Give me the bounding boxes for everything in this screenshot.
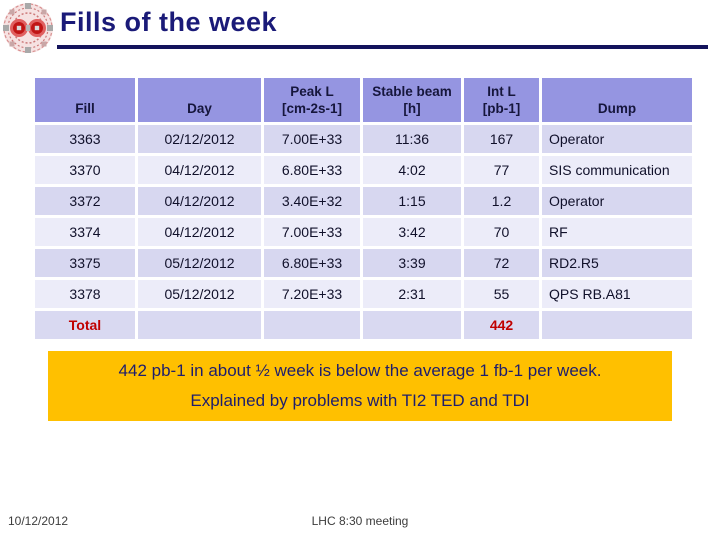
total-day-empty [138,311,261,339]
cell-fill: 3378 [35,280,135,308]
total-dump-empty [542,311,692,339]
cell-stable-beam: 2:31 [363,280,461,308]
col-header-dump-label: Dump [597,101,637,117]
cell-dump: Operator [542,125,692,153]
table-row: 3363 02/12/2012 7.00E+33 11:36 167 Opera… [35,125,692,153]
cell-int-l: 77 [464,156,539,184]
cell-dump: RF [542,218,692,246]
cell-fill: 3372 [35,187,135,215]
footer-date: 10/12/2012 [8,514,69,528]
cell-int-l: 167 [464,125,539,153]
col-header-peak-l: Peak L [cm-2s-1] [264,78,360,122]
title-underline [57,45,708,49]
cell-day: 04/12/2012 [138,218,261,246]
cell-fill: 3363 [35,125,135,153]
col-header-dump: Dump [542,78,692,122]
total-stable-beam-empty [363,311,461,339]
col-header-peak-l-label: Peak L [290,84,334,100]
callout-line-1: 442 pb-1 in about ½ week is below the av… [118,361,602,380]
cell-stable-beam: 1:15 [363,187,461,215]
cell-dump: Operator [542,187,692,215]
callout-line-2: Explained by problems with TI2 TED and T… [190,391,530,410]
col-header-peak-l-units: [cm-2s-1] [281,101,343,117]
cell-int-l: 70 [464,218,539,246]
cell-fill: 3370 [35,156,135,184]
fills-table: Fill Day Peak L [cm-2s-1] Stable beam [h… [32,75,695,342]
col-header-day: Day [138,78,261,122]
cell-day: 04/12/2012 [138,156,261,184]
cell-fill: 3375 [35,249,135,277]
cell-day: 05/12/2012 [138,249,261,277]
page-title: Fills of the week [60,7,278,37]
total-label: Total [35,311,135,339]
cell-peak-l: 7.00E+33 [264,125,360,153]
col-header-stable-beam: Stable beam [h] [363,78,461,122]
summary-callout: 442 pb-1 in about ½ week is below the av… [48,351,672,421]
cell-int-l: 72 [464,249,539,277]
cell-stable-beam: 3:42 [363,218,461,246]
cell-peak-l: 7.00E+33 [264,218,360,246]
col-header-stable-beam-units: [h] [403,101,421,117]
cell-day: 04/12/2012 [138,187,261,215]
table-header-row: Fill Day Peak L [cm-2s-1] Stable beam [h… [35,78,692,122]
cell-day: 05/12/2012 [138,280,261,308]
table-row: 3378 05/12/2012 7.20E+33 2:31 55 QPS RB.… [35,280,692,308]
cell-peak-l: 6.80E+33 [264,249,360,277]
table-row: 3374 04/12/2012 7.00E+33 3:42 70 RF [35,218,692,246]
col-header-stable-beam-label: Stable beam [372,84,452,100]
cell-peak-l: 6.80E+33 [264,156,360,184]
cell-stable-beam: 3:39 [363,249,461,277]
cell-stable-beam: 11:36 [363,125,461,153]
col-header-fill-label: Fill [75,101,95,117]
total-peak-l-empty [264,311,360,339]
table-row: 3375 05/12/2012 6.80E+33 3:39 72 RD2.R5 [35,249,692,277]
cell-peak-l: 7.20E+33 [264,280,360,308]
cell-day: 02/12/2012 [138,125,261,153]
col-header-day-label: Day [187,101,212,117]
table-total-row: Total 442 [35,311,692,339]
cell-int-l: 55 [464,280,539,308]
total-int-l: 442 [464,311,539,339]
col-header-fill: Fill [35,78,135,122]
cell-int-l: 1.2 [464,187,539,215]
table-row: 3370 04/12/2012 6.80E+33 4:02 77 SIS com… [35,156,692,184]
cell-dump: SIS communication [542,156,692,184]
lhc-logo-icon [3,3,53,53]
col-header-int-l-units: [pb-1] [482,101,521,117]
cell-stable-beam: 4:02 [363,156,461,184]
cell-dump: QPS RB.A81 [542,280,692,308]
col-header-int-l: Int L [pb-1] [464,78,539,122]
cell-fill: 3374 [35,218,135,246]
table-row: 3372 04/12/2012 3.40E+32 1:15 1.2 Operat… [35,187,692,215]
col-header-int-l-label: Int L [487,84,516,100]
footer-meeting-label: LHC 8:30 meeting [311,514,409,528]
cell-dump: RD2.R5 [542,249,692,277]
cell-peak-l: 3.40E+32 [264,187,360,215]
